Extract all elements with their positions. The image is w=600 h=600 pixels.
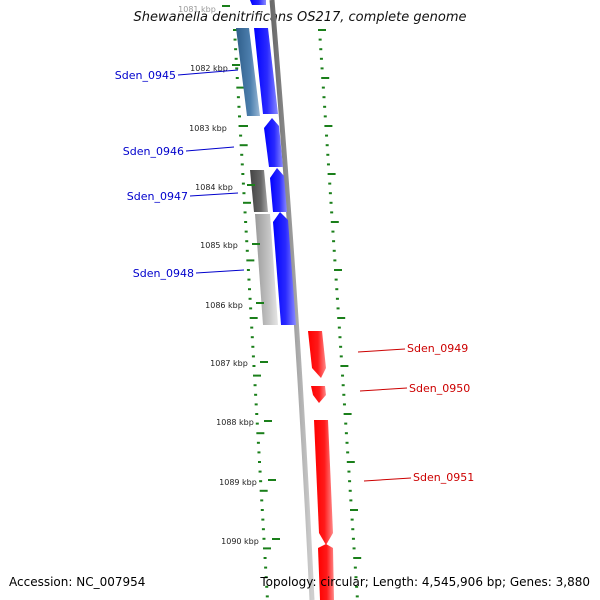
tick-scale: 1081 kbp 1082 kbp 1083 kbp 1084 kbp 1085 kbp… [178,5,280,546]
cds-arrow-sden-0945-top[interactable] [250,0,266,5]
cds-arrow-sden-0951[interactable] [314,420,333,545]
cds-arrow-sden-0946[interactable] [264,118,283,167]
accession-text: Accession: NC_007954 [9,575,146,589]
cog-block-sden-0945[interactable] [236,28,260,116]
tick-label: 1089 kbp [219,478,257,487]
tick-label: 1086 kbp [205,301,243,310]
gene-label-leader [189,192,239,197]
gene-label-leader [177,69,239,76]
tick-label: 1085 kbp [200,241,238,250]
genome-summary-text: Topology: circular; Length: 4,545,906 bp… [260,575,590,589]
gene-label[interactable]: Sden_0949 [407,342,468,355]
gene-label-leader [359,387,408,392]
tick-label: 1083 kbp [189,124,227,133]
cds-arrow-sden-0950[interactable] [311,386,326,403]
tick-label: 1082 kbp [190,64,228,73]
gene-label-leader [363,477,412,482]
gene-label[interactable]: Sden_0945 [115,69,176,82]
tick-label: 1081 kbp [178,5,216,14]
cds-arrow-sden-0948[interactable] [273,212,296,325]
gene-label[interactable]: Sden_0950 [409,382,470,395]
tick-label: 1090 kbp [221,537,259,546]
gc-skew-left-track [233,29,272,598]
cds-arrow-sden-0947[interactable] [270,168,287,212]
tick-label: 1087 kbp [210,359,248,368]
gc-skew-right-track [318,29,362,598]
gene-label[interactable]: Sden_0947 [127,190,188,203]
cds-arrow-sden-0945[interactable] [254,28,278,114]
gene-labels: Sden_0945 Sden_0946 Sden_0947 Sden_0948 Sden… [115,69,474,484]
gene-label[interactable]: Sden_0948 [133,267,194,280]
cds-arrow-next[interactable] [318,544,334,600]
cog-block-sden-0947[interactable] [250,170,268,212]
cds-arrow-sden-0949[interactable] [308,331,326,378]
gene-label-leader [357,348,406,353]
tick-label: 1088 kbp [216,418,254,427]
cog-block-sden-0948[interactable] [255,214,278,325]
genome-backbone [269,0,315,600]
gene-label-leader [195,269,245,274]
map-title: Shewanella denitrificans OS217, complete… [133,10,467,25]
gene-label-leader [185,146,235,152]
tick-label: 1084 kbp [195,183,233,192]
gene-label[interactable]: Sden_0951 [413,471,474,484]
gene-label[interactable]: Sden_0946 [123,145,184,158]
